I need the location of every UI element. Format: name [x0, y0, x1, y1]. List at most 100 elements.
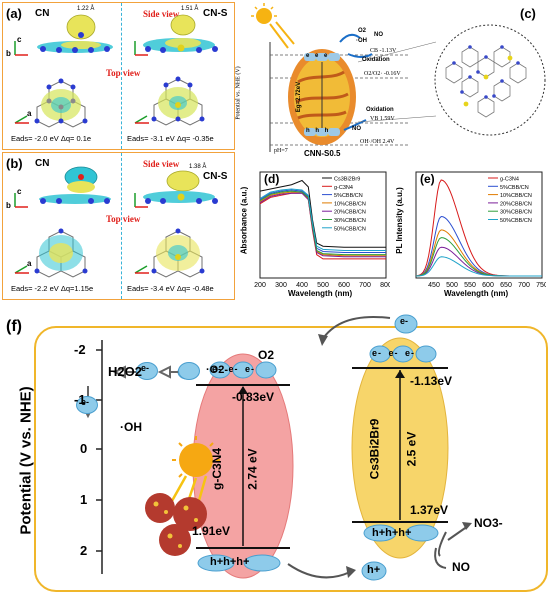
panel-c-oxidation1: Oxidation [362, 57, 390, 63]
e-label-a: e- [141, 363, 150, 373]
chart-e-xtick: 600 [482, 282, 494, 289]
panel-d-xlabel: Wavelength (nm) [288, 289, 353, 298]
catalyst-particles-icon [145, 493, 207, 556]
e-bubble-a [136, 362, 158, 380]
chart-d-legend-label: 20%CBB/CN [334, 210, 366, 216]
panel-a-bond-left: 1.22 Å [77, 6, 95, 12]
panel-a-energy-left: Eads= -2.0 eV Δq= 0.1e [11, 134, 92, 143]
o2minus-label: ·O2- [206, 364, 228, 376]
e-bubble-o2 [178, 362, 200, 380]
no-label: NO [452, 560, 470, 574]
chart-e-xtick: 650 [500, 282, 512, 289]
panel-b-divider [121, 153, 122, 299]
panel-b-side-view: Side view [143, 159, 180, 169]
panel-b-axis-c: c [17, 187, 22, 196]
chart-d-legend-label: 10%CBB/CN [334, 201, 366, 207]
panel-b-bond-right: 1.38 Å [189, 164, 207, 170]
cbb-gap: 2.5 eV [404, 431, 419, 467]
ytick-2: 2 [80, 543, 88, 558]
h2o2-label: H2O2 [108, 364, 142, 379]
panel-c-oxidation2: Oxidation [366, 107, 394, 113]
panel-a-bond-right: 1.51 Å [181, 6, 199, 12]
chart-d-xtick: 600 [338, 282, 350, 289]
chart-d-xtick: 500 [317, 282, 329, 289]
no3-label: NO3- [474, 516, 503, 530]
cbb-vb-label: 1.37eV [410, 503, 449, 517]
chart-d-legend-label: 5%CBB/CN [334, 193, 363, 199]
panel-c: (c) [236, 2, 546, 164]
chart-e-xtick: 700 [518, 282, 530, 289]
chart-e-frame [415, 171, 543, 279]
chart-e-xtick: 500 [446, 282, 458, 289]
panel-b-left-title: CN [35, 158, 50, 169]
chart-d-xtick: 800 [380, 282, 390, 289]
panel-b: (b) CN CN-S Side view Top view 1.38 Å [2, 152, 235, 300]
chart-d-xtick: 200 [254, 282, 266, 289]
panel-b-right-title: CN-S [203, 171, 228, 182]
panel-d-label: (d) [264, 172, 280, 186]
chart-d-legend-label: Cs3Bi2Br9 [334, 177, 360, 183]
sun-icon [251, 3, 295, 49]
hplus-label: h+ [367, 564, 381, 576]
panel-a-divider [121, 3, 122, 149]
e-bubble-b [76, 396, 98, 414]
panel-c-oh-top: ·OH [356, 38, 367, 44]
panel-c-o2-top: O2 [358, 28, 367, 34]
chart-e-legend-label: 20%CBB/CN [500, 201, 532, 207]
panel-a-axis-c: c [17, 35, 22, 44]
gcn-name: g-C3N4 [210, 447, 225, 491]
chart-e-legend-label: 30%CBB/CN [500, 210, 532, 216]
ytick-0: 0 [80, 441, 88, 456]
chart-d-xtick: 300 [275, 282, 287, 289]
panel-a-left-title: CN [35, 8, 50, 19]
panel-a-right-title: CN-S [203, 8, 228, 19]
panel-b-energy-right: Eads= -3.4 eV Δq= -0.48e [127, 284, 214, 293]
side-view-cn-isosurface [37, 14, 113, 53]
gcn-e-labels: e- e- e- [212, 364, 256, 374]
chart-e-legend-label: 5%CBB/CN [500, 185, 529, 191]
panel-e: 450 500 550 600 650 700 750 g-C3N4 5%CBB/CN 10%CB… [395, 168, 546, 302]
panel-c-e-labels: e e e [306, 53, 330, 59]
chart-e-xtick: 750 [536, 282, 546, 289]
panel-a-label: (a) [6, 6, 22, 21]
axis-side-right [134, 41, 148, 56]
panel-c-no-top: NO [374, 32, 383, 38]
panel-f-label: (f) [6, 318, 22, 335]
panel-b-label: (b) [6, 156, 23, 171]
e-label-b: e- [81, 397, 90, 407]
panel-a-axis-b: b [6, 49, 11, 58]
panel-c-vb: VB 1.59V [370, 116, 395, 122]
cbb-hole-row: h+h+h+ [372, 527, 412, 539]
panel-c-scheme [251, 3, 546, 152]
cbb-name: Cs3Bi2Br9 [367, 418, 382, 480]
panel-a-axis-a: a [27, 109, 32, 118]
panel-c-label: (c) [520, 6, 536, 21]
ytick-m2: -2 [74, 342, 86, 357]
e-label-top: e- [400, 316, 409, 326]
chart-d-legend-label: 50%CBB/CN [334, 226, 366, 232]
chart-e-legend-label: 50%CBB/CN [500, 218, 532, 224]
chart-e-xtick: 550 [464, 282, 476, 289]
chart-d-series-line [259, 179, 386, 248]
chart-d-xtick: 400 [296, 282, 308, 289]
panel-c-h-labels: h h h [306, 128, 331, 134]
panel-a-side-view: Side view [143, 9, 180, 19]
chart-e-legend-label: 10%CBB/CN [500, 193, 532, 199]
cbb-cb-label: -1.13eV [410, 374, 453, 388]
chart-d-legend-label: g-C3N4 [334, 185, 353, 191]
gcn-cb-label: -0.83eV [232, 390, 275, 404]
panel-c-sample: CNN-S0.5 [304, 149, 341, 158]
panel-b-structures [14, 166, 218, 278]
panel-d: 200 300 400 500 600 700 800 Cs3Bi2Br9 g-C3N4 5%CB… [239, 168, 390, 302]
chart-e-series-line [415, 256, 542, 277]
chart-d-xtick: 700 [359, 282, 371, 289]
ytick-1: 1 [80, 492, 88, 507]
o2-label: O2 [258, 348, 275, 362]
panel-e-label: (e) [420, 172, 435, 186]
cbb-e-labels: e- e- e- [372, 348, 416, 358]
axis-side-left [14, 41, 28, 56]
panel-b-energy-left: Eads= -2.2 eV Δq=1.15e [11, 284, 94, 293]
ytick-m1: -1 [74, 392, 86, 407]
panel-a-energy-right: Eads= -3.1 eV Δq= -0.35e [127, 134, 214, 143]
